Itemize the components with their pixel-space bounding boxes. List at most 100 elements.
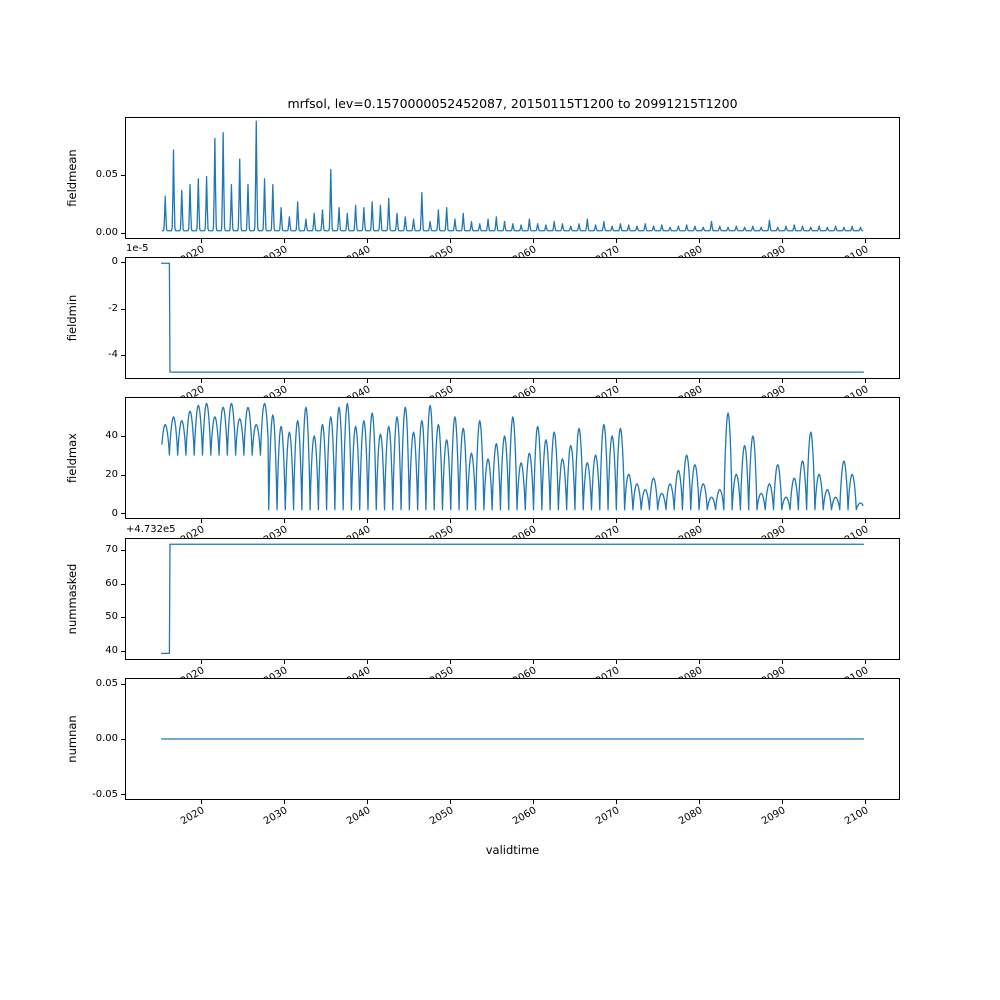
x-tick	[533, 239, 535, 243]
x-tick	[616, 379, 618, 383]
x-tick-label: 2020	[179, 805, 207, 828]
x-tick	[782, 239, 784, 243]
subplot-fieldmax: fieldmax 0 20 40 2020 2030 2040 2050 2060 2070 20…	[0, 397, 1000, 546]
subplot-nummasked: nummasked +4.732e5 40 50 60 70 2020 2030 2040 2…	[0, 524, 1000, 687]
x-tick	[367, 519, 369, 523]
line-series-fieldmean	[161, 120, 864, 232]
line-series-fieldmin	[161, 262, 864, 373]
y-tick-label: -4	[108, 348, 118, 360]
x-tick	[616, 660, 618, 664]
x-tick-label: 2050	[428, 805, 456, 828]
x-axis-label: validtime	[485, 843, 540, 857]
subplot-fieldmean: fieldmean 0.00 0.05 2020 2030 2040 2050 2060 20…	[0, 117, 1000, 266]
axes-nummasked	[125, 538, 900, 660]
y-tick-label: 70	[105, 544, 118, 556]
x-tick	[284, 519, 286, 523]
x-tick	[284, 800, 286, 804]
y-tick	[121, 584, 125, 585]
y-tick	[121, 355, 125, 356]
x-tick	[782, 519, 784, 523]
x-tick	[284, 379, 286, 383]
x-tick	[367, 660, 369, 664]
y-tick	[121, 309, 125, 310]
y-tick-label: -2	[108, 302, 118, 314]
x-tick	[865, 519, 867, 523]
y-tick	[121, 175, 125, 176]
x-tick	[284, 660, 286, 664]
line-series-numnan	[161, 738, 864, 740]
x-tick-label: 2070	[594, 805, 622, 828]
x-tick-label: 2080	[677, 805, 705, 828]
y-tick	[121, 739, 125, 740]
x-tick-label: 2030	[262, 805, 290, 828]
y-tick-label: 0	[111, 256, 118, 268]
x-tick	[865, 379, 867, 383]
y-tick	[121, 233, 125, 234]
y-tick	[121, 651, 125, 652]
x-tick	[616, 519, 618, 523]
x-tick	[865, 800, 867, 804]
y-tick	[121, 550, 125, 551]
x-tick	[450, 379, 452, 383]
chart-title: mrfsol, lev=0.1570000052452087, 20150115…	[287, 96, 738, 111]
y-tick-label: 0.05	[95, 677, 118, 689]
x-tick	[699, 800, 701, 804]
y-tick	[121, 684, 125, 685]
y-axis-label-nummasked: nummasked	[65, 563, 79, 635]
y-tick-label: 0.05	[95, 168, 118, 180]
y-tick	[121, 475, 125, 476]
x-tick	[201, 239, 203, 243]
x-tick-label: 2060	[511, 805, 539, 828]
x-tick	[533, 800, 535, 804]
x-tick-label: 2040	[345, 805, 373, 828]
y-tick-label: 20	[105, 468, 118, 480]
x-tick	[450, 519, 452, 523]
x-tick	[367, 379, 369, 383]
x-tick-label: 2090	[760, 805, 788, 828]
axes-fieldmean	[125, 117, 900, 239]
axis-offset-text-nummasked: +4.732e5	[126, 524, 176, 535]
x-tick	[699, 239, 701, 243]
x-tick	[865, 660, 867, 664]
x-tick	[533, 519, 535, 523]
y-tick-label: 40	[105, 644, 118, 656]
y-tick-label: 0.00	[95, 227, 118, 239]
axes-fieldmax	[125, 397, 900, 519]
axes-fieldmin	[125, 257, 900, 379]
x-tick	[201, 379, 203, 383]
x-tick	[201, 800, 203, 804]
x-tick	[201, 519, 203, 523]
x-tick-label: 2100	[843, 805, 871, 828]
subplot-fieldmin: fieldmin 1e-5 0 -2 -4 2020 2030 2040 2050 2060 2…	[0, 243, 1000, 406]
x-tick	[450, 800, 452, 804]
x-tick	[782, 800, 784, 804]
axes-numnan	[125, 678, 900, 800]
x-tick	[782, 379, 784, 383]
x-tick	[533, 660, 535, 664]
x-tick	[865, 239, 867, 243]
x-tick	[284, 239, 286, 243]
axis-offset-text-fieldmin: 1e-5	[126, 243, 149, 254]
y-tick-label: 0.00	[95, 733, 118, 744]
line-series-fieldmax	[161, 402, 864, 511]
y-tick	[121, 436, 125, 437]
x-tick	[699, 379, 701, 383]
y-tick-label: 40	[105, 429, 118, 441]
x-tick	[450, 660, 452, 664]
x-tick	[616, 800, 618, 804]
x-tick	[450, 239, 452, 243]
x-tick	[699, 519, 701, 523]
x-tick	[533, 379, 535, 383]
y-tick-label: 0	[111, 507, 118, 519]
subplot-numnan: numnan -0.05 0.00 0.05 2020 2030 2040 2050 2060…	[0, 677, 1000, 827]
y-tick-label: -0.05	[92, 788, 118, 800]
x-tick	[367, 800, 369, 804]
y-tick	[121, 262, 125, 263]
y-tick-label: 60	[105, 577, 118, 589]
x-tick	[367, 239, 369, 243]
y-tick	[121, 617, 125, 618]
line-series-nummasked	[161, 543, 864, 655]
x-tick	[201, 660, 203, 664]
x-tick	[782, 660, 784, 664]
